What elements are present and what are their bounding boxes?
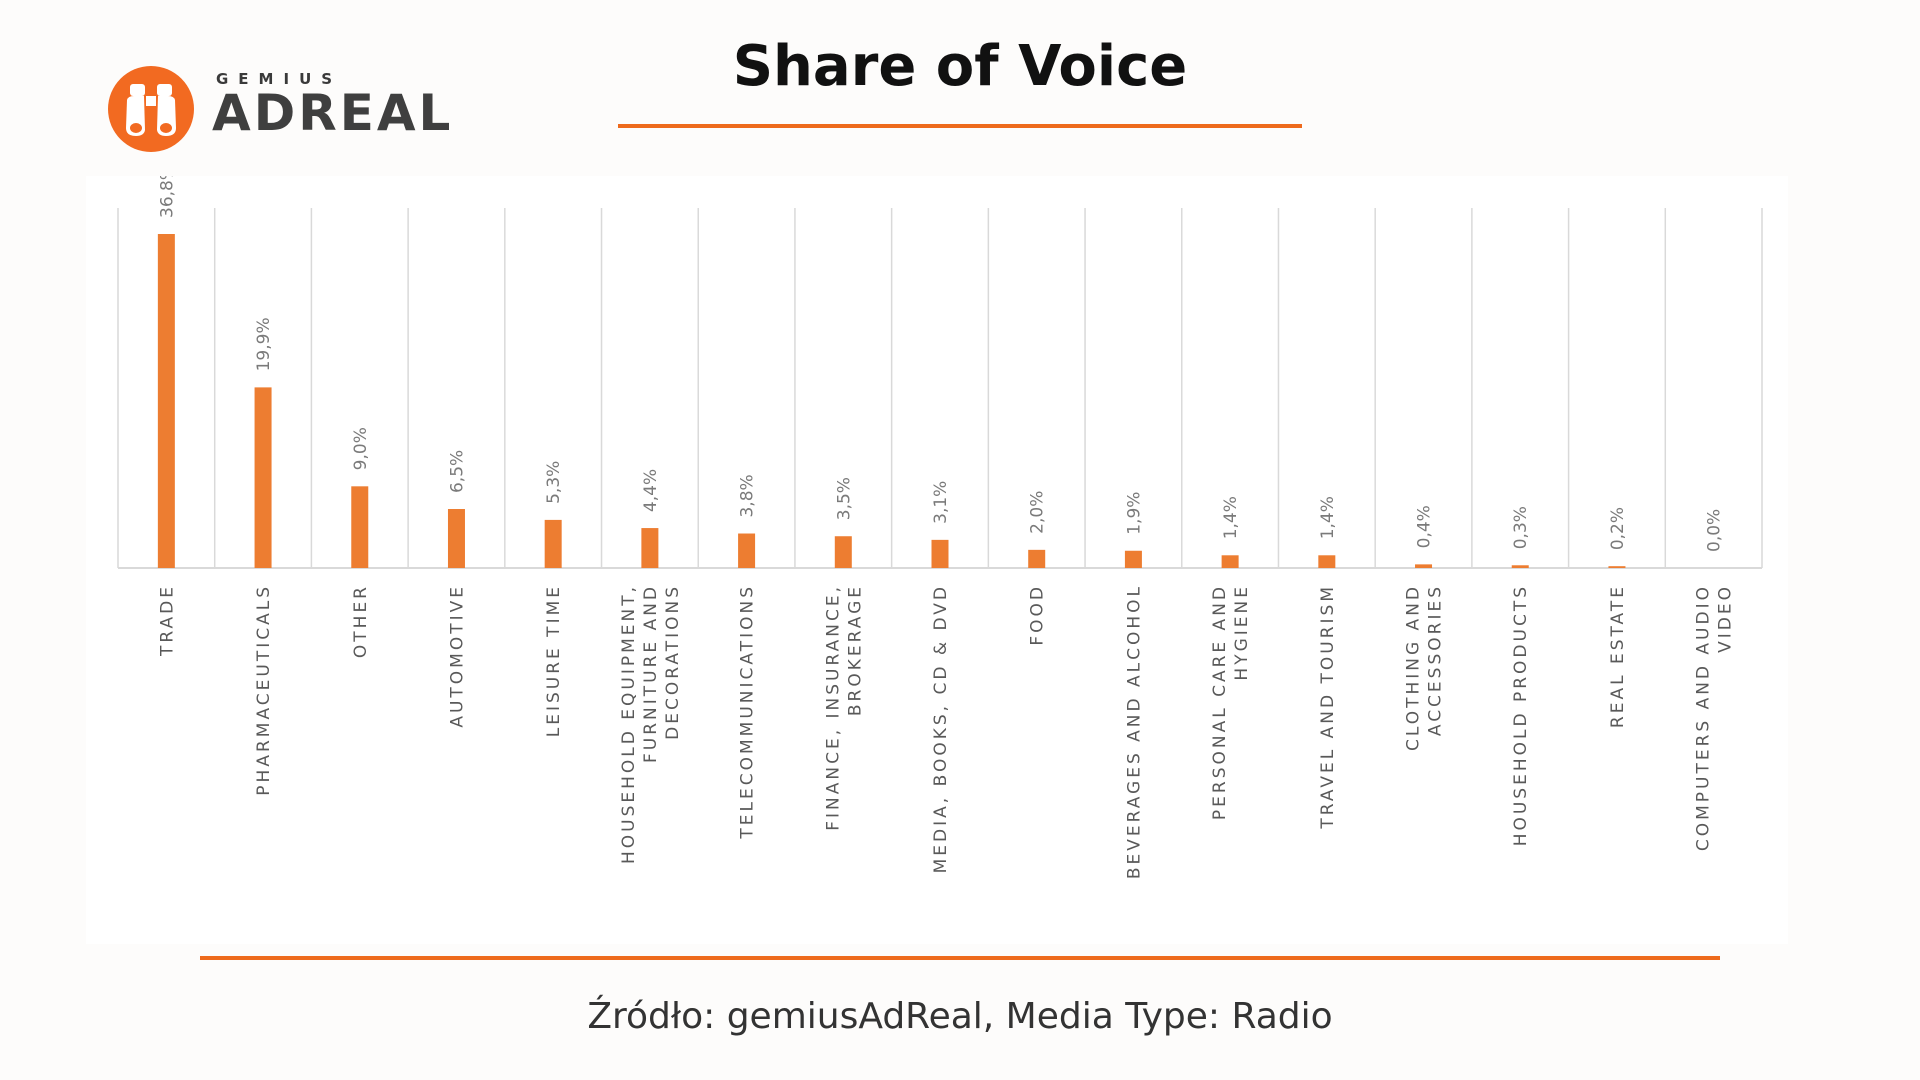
bar [1028, 549, 1046, 568]
binoculars-icon [108, 66, 194, 152]
data-label: 2,0% [1028, 491, 1048, 534]
category-label-line: PERSONAL CARE AND [1210, 584, 1230, 820]
category-label-line: REAL ESTATE [1608, 584, 1628, 728]
data-label: 3,5% [834, 477, 854, 520]
bar [1608, 566, 1626, 568]
data-label: 1,4% [1221, 496, 1241, 539]
category-label-line: TRAVEL AND TOURISM [1318, 584, 1338, 830]
category-label: CLOTHING AND ACCESSORIES [1404, 584, 1446, 751]
category-label: MEDIA, BOOKS, CD & DVD [931, 584, 951, 873]
bar [1415, 564, 1433, 568]
category-label: HOUSEHOLD PRODUCTS [1511, 584, 1531, 846]
category-label: TRADE [157, 584, 177, 657]
category-label-line: FINANCE, INSURANCE, [823, 584, 843, 831]
bar [254, 387, 272, 568]
data-label: 0,3% [1511, 506, 1531, 549]
data-label: 0,4% [1415, 505, 1435, 548]
bar [157, 234, 175, 568]
category-label: FOOD [1028, 584, 1048, 646]
data-label: 19,9% [254, 317, 274, 371]
category-label-line: LEISURE TIME [544, 584, 564, 737]
bar [931, 539, 949, 568]
category-label-line: VIDEO [1716, 584, 1736, 653]
data-label: 3,8% [738, 474, 758, 517]
data-label: 0,0% [1705, 509, 1725, 552]
category-label-line: BEVERAGES AND ALCOHOL [1124, 584, 1144, 879]
category-label-line: COMPUTERS AND AUDIO [1694, 584, 1714, 851]
category-label-line: AUTOMOTIVE [447, 584, 467, 728]
category-label-line: TELECOMMUNICATIONS [738, 584, 758, 840]
category-label-line: MEDIA, BOOKS, CD & DVD [931, 584, 951, 873]
bar [1221, 555, 1239, 568]
data-label: 9,0% [351, 427, 371, 470]
bar [1124, 550, 1142, 568]
category-label-line: FURNITURE AND [641, 584, 661, 763]
bar-chart: 36,8% TRADE 19,9% PHARMACEUTICALS 9,0% OTHER 6… [117, 164, 1763, 879]
logo: GEMIUS ADREAL [108, 64, 450, 154]
bottom-divider [200, 956, 1720, 960]
data-label: 5,3% [544, 461, 564, 504]
category-label-line: CLOTHING AND [1404, 584, 1424, 751]
bar [1511, 565, 1529, 568]
category-label-line: HYGIENE [1232, 584, 1252, 681]
data-label: 3,1% [931, 481, 951, 524]
category-label: FINANCE, INSURANCE, BROKERAGE [823, 584, 865, 831]
category-label-line: HOUSEHOLD EQUIPMENT, [619, 584, 639, 864]
bar [738, 533, 756, 568]
bar [1318, 555, 1336, 568]
category-label-line: DECORATIONS [663, 584, 683, 740]
chart-panel: 36,8% TRADE 19,9% PHARMACEUTICALS 9,0% OTHER 6… [86, 164, 1788, 944]
category-label: COMPUTERS AND AUDIO VIDEO [1694, 584, 1736, 851]
category-label: AUTOMOTIVE [447, 584, 467, 728]
category-label-line: OTHER [351, 584, 371, 658]
category-label: LEISURE TIME [544, 584, 564, 737]
logo-brand-big: ADREAL [212, 84, 454, 142]
source-caption: Źródło: gemiusAdReal, Media Type: Radio [587, 996, 1333, 1037]
category-label: TELECOMMUNICATIONS [738, 584, 758, 840]
category-label: HOUSEHOLD EQUIPMENT, FURNITURE AND DECORAT… [619, 584, 683, 864]
category-label: PERSONAL CARE AND HYGIENE [1210, 584, 1252, 820]
logo-brand-small: GEMIUS [216, 70, 343, 88]
data-label: 6,5% [447, 450, 467, 493]
data-label: 36,8% [157, 176, 177, 218]
data-label: 1,9% [1124, 492, 1144, 535]
category-label-line: BROKERAGE [845, 584, 865, 716]
data-label: 4,4% [641, 469, 661, 512]
bar [834, 536, 852, 568]
data-label: 1,4% [1318, 496, 1338, 539]
bar [351, 486, 369, 568]
category-label-line: HOUSEHOLD PRODUCTS [1511, 584, 1531, 846]
data-label: 0,2% [1608, 507, 1628, 550]
category-label-line: ACCESSORIES [1426, 584, 1446, 736]
category-label: TRAVEL AND TOURISM [1318, 584, 1338, 830]
page-title: Share of Voice [732, 34, 1188, 99]
bar [641, 528, 659, 568]
category-label: OTHER [351, 584, 371, 658]
category-label-line: FOOD [1028, 584, 1048, 646]
bar [447, 509, 465, 568]
category-label-line: TRADE [157, 584, 177, 657]
title-underline [618, 124, 1302, 128]
bar [544, 519, 562, 568]
category-label-line: PHARMACEUTICALS [254, 584, 274, 796]
category-label: PHARMACEUTICALS [254, 584, 274, 796]
category-label: REAL ESTATE [1608, 584, 1628, 728]
category-label: BEVERAGES AND ALCOHOL [1124, 584, 1144, 879]
